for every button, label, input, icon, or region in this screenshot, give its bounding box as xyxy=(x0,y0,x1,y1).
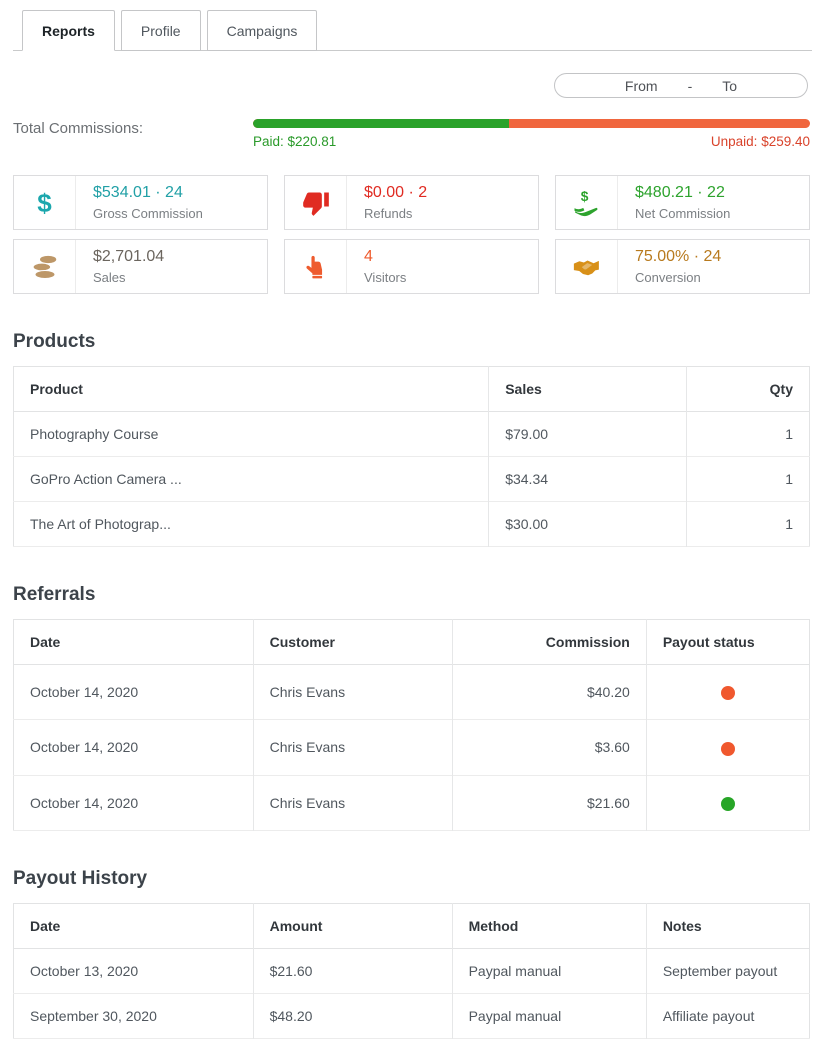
stat-card-visitors: 4 Visitors xyxy=(284,239,539,294)
payout-date: October 13, 2020 xyxy=(30,962,139,979)
total-commissions-label: Total Commissions: xyxy=(13,120,144,137)
tab-reports[interactable]: Reports xyxy=(22,10,115,51)
payout-status-dot xyxy=(720,796,735,811)
stat-value: 4 xyxy=(364,248,373,265)
tab-campaigns[interactable]: Campaigns xyxy=(206,10,318,51)
stat-label: Visitors xyxy=(364,270,407,285)
stat-card-sales: $2,701.04 Sales xyxy=(13,239,268,294)
date-to-field[interactable]: To xyxy=(722,77,738,94)
referrals-header-payout-status: Payout status xyxy=(645,619,810,665)
handshake-icon xyxy=(556,240,618,293)
thumbs-down-icon xyxy=(285,176,347,229)
svg-text:$: $ xyxy=(580,189,588,204)
coins-icon xyxy=(14,240,76,293)
product-sales: $30.00 xyxy=(488,501,687,547)
stat-card-refunds: $0.00 · 2 Refunds xyxy=(284,175,539,230)
products-header-sales: Sales xyxy=(488,366,687,412)
commissions-paid-fill xyxy=(253,119,510,128)
product-qty: 1 xyxy=(685,501,810,547)
payout-date: September 30, 2020 xyxy=(30,1007,157,1024)
referral-commission: $3.60 xyxy=(451,719,647,776)
stat-card-conversion: 75.00% · 24 Conversion xyxy=(555,239,810,294)
total-commissions-section: Total Commissions: Paid: $220.81 Unpaid:… xyxy=(13,119,810,149)
date-from-field[interactable]: From xyxy=(624,77,658,94)
referral-date: October 14, 2020 xyxy=(30,739,139,756)
dollar-icon: $ xyxy=(14,176,76,229)
referral-customer: Chris Evans xyxy=(252,719,453,776)
payout-header-method: Method xyxy=(451,903,647,949)
payout-status-dot xyxy=(720,686,735,701)
product-name: The Art of Photograp... xyxy=(30,516,171,532)
referrals-table: Date Customer Commission Payout status O… xyxy=(13,619,810,831)
stat-value: $2,701.04 xyxy=(93,248,165,265)
product-qty: 1 xyxy=(685,411,810,457)
referrals-section-title: Referrals xyxy=(13,584,96,605)
stat-label: Conversion xyxy=(635,270,701,285)
paid-label: Paid: $220.81 xyxy=(253,134,337,149)
stat-value: 75.00% · 24 xyxy=(635,248,722,265)
payout-header-amount: Amount xyxy=(252,903,453,949)
product-qty: 1 xyxy=(685,456,810,502)
payout-notes: September payout xyxy=(645,948,810,994)
referrals-header-date: Date xyxy=(30,634,61,650)
date-range-separator: - xyxy=(687,77,693,94)
payout-notes: Affiliate payout xyxy=(645,993,810,1039)
referral-commission: $40.20 xyxy=(451,664,647,720)
payout-amount: $21.60 xyxy=(252,948,453,994)
table-row: GoPro Action Camera ... $34.34 1 xyxy=(13,456,810,502)
tab-bar: Reports Profile Campaigns xyxy=(13,10,812,51)
payout-history-section-title: Payout History xyxy=(13,867,148,889)
referrals-header-customer: Customer xyxy=(252,619,453,665)
stat-label: Sales xyxy=(93,270,126,285)
table-row: September 30, 2020 $48.20 Paypal manual … xyxy=(13,993,810,1039)
referral-customer: Chris Evans xyxy=(252,664,453,720)
table-row: The Art of Photograp... $30.00 1 xyxy=(13,501,810,547)
stat-card-gross-commission: $ $534.01 · 24 Gross Commission xyxy=(13,175,268,230)
table-row: October 14, 2020 Chris Evans $21.60 xyxy=(13,775,810,831)
products-header-qty: Qty xyxy=(685,366,810,412)
payout-amount: $48.20 xyxy=(252,993,453,1039)
product-sales: $79.00 xyxy=(488,411,687,457)
stat-card-net-commission: $ $480.21 · 22 Net Commission xyxy=(555,175,810,230)
stat-label: Refunds xyxy=(364,206,413,221)
stats-grid: $ $534.01 · 24 Gross Commission $0.00 · … xyxy=(13,175,810,294)
date-range-picker[interactable]: From - To xyxy=(554,73,808,98)
finger-up-icon xyxy=(285,240,347,293)
product-name: GoPro Action Camera ... xyxy=(30,471,182,487)
commissions-bar xyxy=(253,119,810,128)
stat-value: $0.00 · 2 xyxy=(364,184,428,201)
product-sales: $34.34 xyxy=(488,456,687,502)
referral-customer: Chris Evans xyxy=(252,775,453,831)
table-row: October 14, 2020 Chris Evans $40.20 xyxy=(13,664,810,720)
referrals-header-commission: Commission xyxy=(451,619,647,665)
payout-history-table: Date Amount Method Notes October 13, 202… xyxy=(13,902,810,1039)
table-row: Photography Course $79.00 1 xyxy=(13,411,810,457)
referral-date: October 14, 2020 xyxy=(30,794,139,811)
referral-commission: $21.60 xyxy=(451,775,647,831)
referral-date: October 14, 2020 xyxy=(30,684,139,701)
stat-value: $534.01 · 24 xyxy=(93,184,183,201)
products-table: Product Sales Qty Photography Course $79… xyxy=(13,366,810,547)
products-header-product: Product xyxy=(30,381,83,397)
payout-header-date: Date xyxy=(30,917,61,934)
payout-status-dot xyxy=(720,741,735,756)
stat-label: Net Commission xyxy=(635,206,731,221)
payout-header-notes: Notes xyxy=(645,903,810,949)
payout-method: Paypal manual xyxy=(451,948,647,994)
products-section-title: Products xyxy=(13,331,96,352)
stat-label: Gross Commission xyxy=(93,206,203,221)
hand-money-icon: $ xyxy=(556,176,618,229)
tab-profile[interactable]: Profile xyxy=(120,10,201,51)
stat-value: $480.21 · 22 xyxy=(635,184,725,201)
unpaid-label: Unpaid: $259.40 xyxy=(710,134,810,149)
product-name: Photography Course xyxy=(30,426,159,442)
table-row: October 14, 2020 Chris Evans $3.60 xyxy=(13,719,810,776)
table-row: October 13, 2020 $21.60 Paypal manual Se… xyxy=(13,948,810,994)
payout-method: Paypal manual xyxy=(451,993,647,1039)
